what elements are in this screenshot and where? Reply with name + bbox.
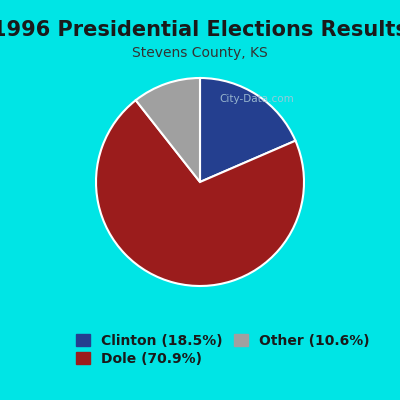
Text: 1996 Presidential Elections Results: 1996 Presidential Elections Results — [0, 20, 400, 40]
Wedge shape — [136, 78, 200, 182]
Text: Stevens County, KS: Stevens County, KS — [132, 46, 268, 60]
Wedge shape — [200, 78, 296, 182]
Wedge shape — [96, 100, 304, 286]
Text: City-Data.com: City-Data.com — [220, 94, 294, 104]
Legend: Clinton (18.5%), Dole (70.9%), Other (10.6%): Clinton (18.5%), Dole (70.9%), Other (10… — [72, 329, 374, 370]
